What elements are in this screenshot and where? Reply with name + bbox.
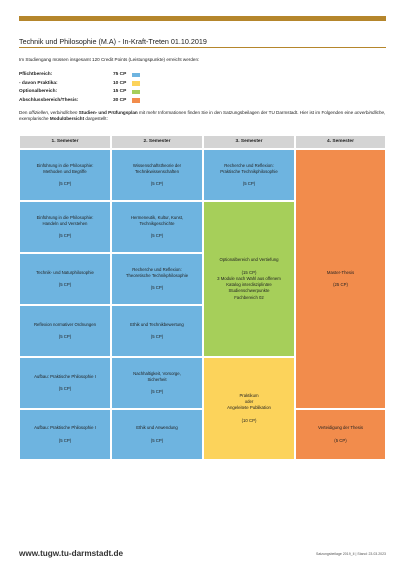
para-bold: Modulübersicht [49,116,85,122]
module-text: Verteidigung der Thesis (5 CP) [317,425,364,443]
module-text: Ethik und Technikbewertung (5 CP) [130,321,184,340]
module-cell: Ethik und Anwendung (5 CP) [111,409,203,460]
top-accent-bar [19,16,386,21]
credit-value: 30 CP [113,97,127,103]
module-cell: Einführung in die Philosophie: Handeln u… [19,201,111,253]
header-label: 4. Semester [327,138,354,144]
credit-value: 15 CP [113,89,127,94]
module-text: Optionalbereich und Vertiefung (15 CP) 3… [217,257,281,300]
table-header-semester-1: 1. Semester [19,135,111,149]
color-swatch [132,81,140,86]
module-cell: Recherche und Reflexion: Theoretische Te… [111,253,203,305]
credit-value: 75 CP [113,72,127,77]
para-italic: unverbindliche [354,110,385,115]
credit-label: Pflichtbereich: [19,72,53,77]
table-header-semester-2: 2. Semester [111,135,203,149]
header-label: 2. Semester [143,138,171,144]
thesis-cell: Master-Thesis (25 CP) [295,149,386,409]
internship-cell: Praktikum oder Angeleitete Publikation (… [203,357,295,460]
credit-row-pflicht: Pflichtbereich: 75 CP [19,72,159,81]
module-cell: Technik- und Naturphilosophie (5 CP) [19,253,111,305]
module-cell: Ethik und Technikbewertung (5 CP) [111,305,203,357]
module-text: Einführung in die Philosophie: Handeln u… [36,214,94,239]
thesis-defense-cell: Verteidigung der Thesis (5 CP) [295,409,386,460]
module-text: Hermeneutik, Kultur, Kunst, Technikgesch… [130,214,184,239]
color-swatch [132,89,140,94]
credit-value: 10 CP [113,80,127,86]
module-cell: Aufbau: Praktische Philosophie I (5 CP) [19,357,111,409]
credit-summary: Pflichtbereich: 75 CP - davon Praktika: … [19,72,159,106]
info-paragraph: Den offiziellen, verbindlichen Studien- … [19,110,386,123]
credit-label: - davon Praktika: [19,80,58,86]
para-bold: Studien- und Prüfungsplan [78,110,138,115]
credit-row-thesis: Abschlussbereich/Thesis: 30 CP [19,98,159,107]
module-cell: Nachhaltigkeit, Vorsorge, Sicherheit (5 … [111,357,203,409]
para-text: dargestellt: [84,116,108,122]
footer-meta: Satzungsbeilage 2019_II | Stand: 23.03.2… [316,552,386,556]
module-text: Recherche und Reflexion: Praktische Tech… [220,162,278,187]
table-header-semester-3: 3. Semester [203,135,295,149]
intro-text: Im Studiengang müssen insgesamt 120 Cred… [19,57,200,62]
title-divider [19,47,386,48]
module-text: Aufbau: Praktische Philosophie I (5 CP) [34,425,96,443]
module-cell: Hermeneutik, Kultur, Kunst, Technikgesch… [111,201,203,253]
credit-row-praktika: - davon Praktika: 10 CP [19,81,159,90]
module-text: Technik- und Naturphilosophie (5 CP) [36,269,94,288]
module-text: Master-Thesis (25 CP) [326,269,355,288]
optional-area-cell: Optionalbereich und Vertiefung (15 CP) 3… [203,201,295,357]
para-text: , exemplarische [19,110,386,122]
color-swatch [132,72,140,77]
module-text: Ethik und Anwendung (5 CP) [136,425,178,443]
module-cell: Reflexion normativer Ordnungen (5 CP) [19,305,111,357]
para-italic: offiziellen, verbindlichen [28,110,78,115]
para-text: mit mehr Informationen finden Sie in den… [137,110,355,115]
credit-row-optional: Optionalbereich: 15 CP [19,89,159,98]
module-cell: Einführung in die Philosophie: Methoden … [19,149,111,201]
footer-website-link[interactable]: www.tugw.tu-darmstadt.de [19,549,124,558]
module-text: Nachhaltigkeit, Vorsorge, Sicherheit (5 … [133,370,181,395]
module-overview-table: 1. Semester 2. Semester 3. Semester 4. S… [19,135,386,460]
credit-label: Optionalbereich: [19,89,58,94]
module-text: Aufbau: Praktische Philosophie I (5 CP) [34,373,96,392]
module-text: Wissenschaftstheorie der Technikwissensc… [132,162,182,187]
header-label: 1. Semester [51,138,79,144]
module-cell: Aufbau: Praktische Philosophie I (5 CP) [19,409,111,460]
header-label: 3. Semester [235,138,263,144]
module-cell: Wissenschaftstheorie der Technikwissensc… [111,149,203,201]
module-text: Reflexion normativer Ordnungen (5 CP) [33,321,97,340]
para-text: Den [19,110,29,115]
module-cell: Recherche und Reflexion: Praktische Tech… [203,149,295,201]
module-text: Recherche und Reflexion: Theoretische Te… [125,266,189,291]
credit-label: Abschlussbereich/Thesis: [19,97,79,103]
color-swatch [132,98,140,103]
page-title: Technik und Philosophie (M.A) - In-Kraft… [19,37,207,46]
module-text: Einführung in die Philosophie: Methoden … [36,162,94,187]
module-text: Praktikum oder Angeleitete Publikation (… [227,392,271,423]
table-header-semester-4: 4. Semester [295,135,386,149]
